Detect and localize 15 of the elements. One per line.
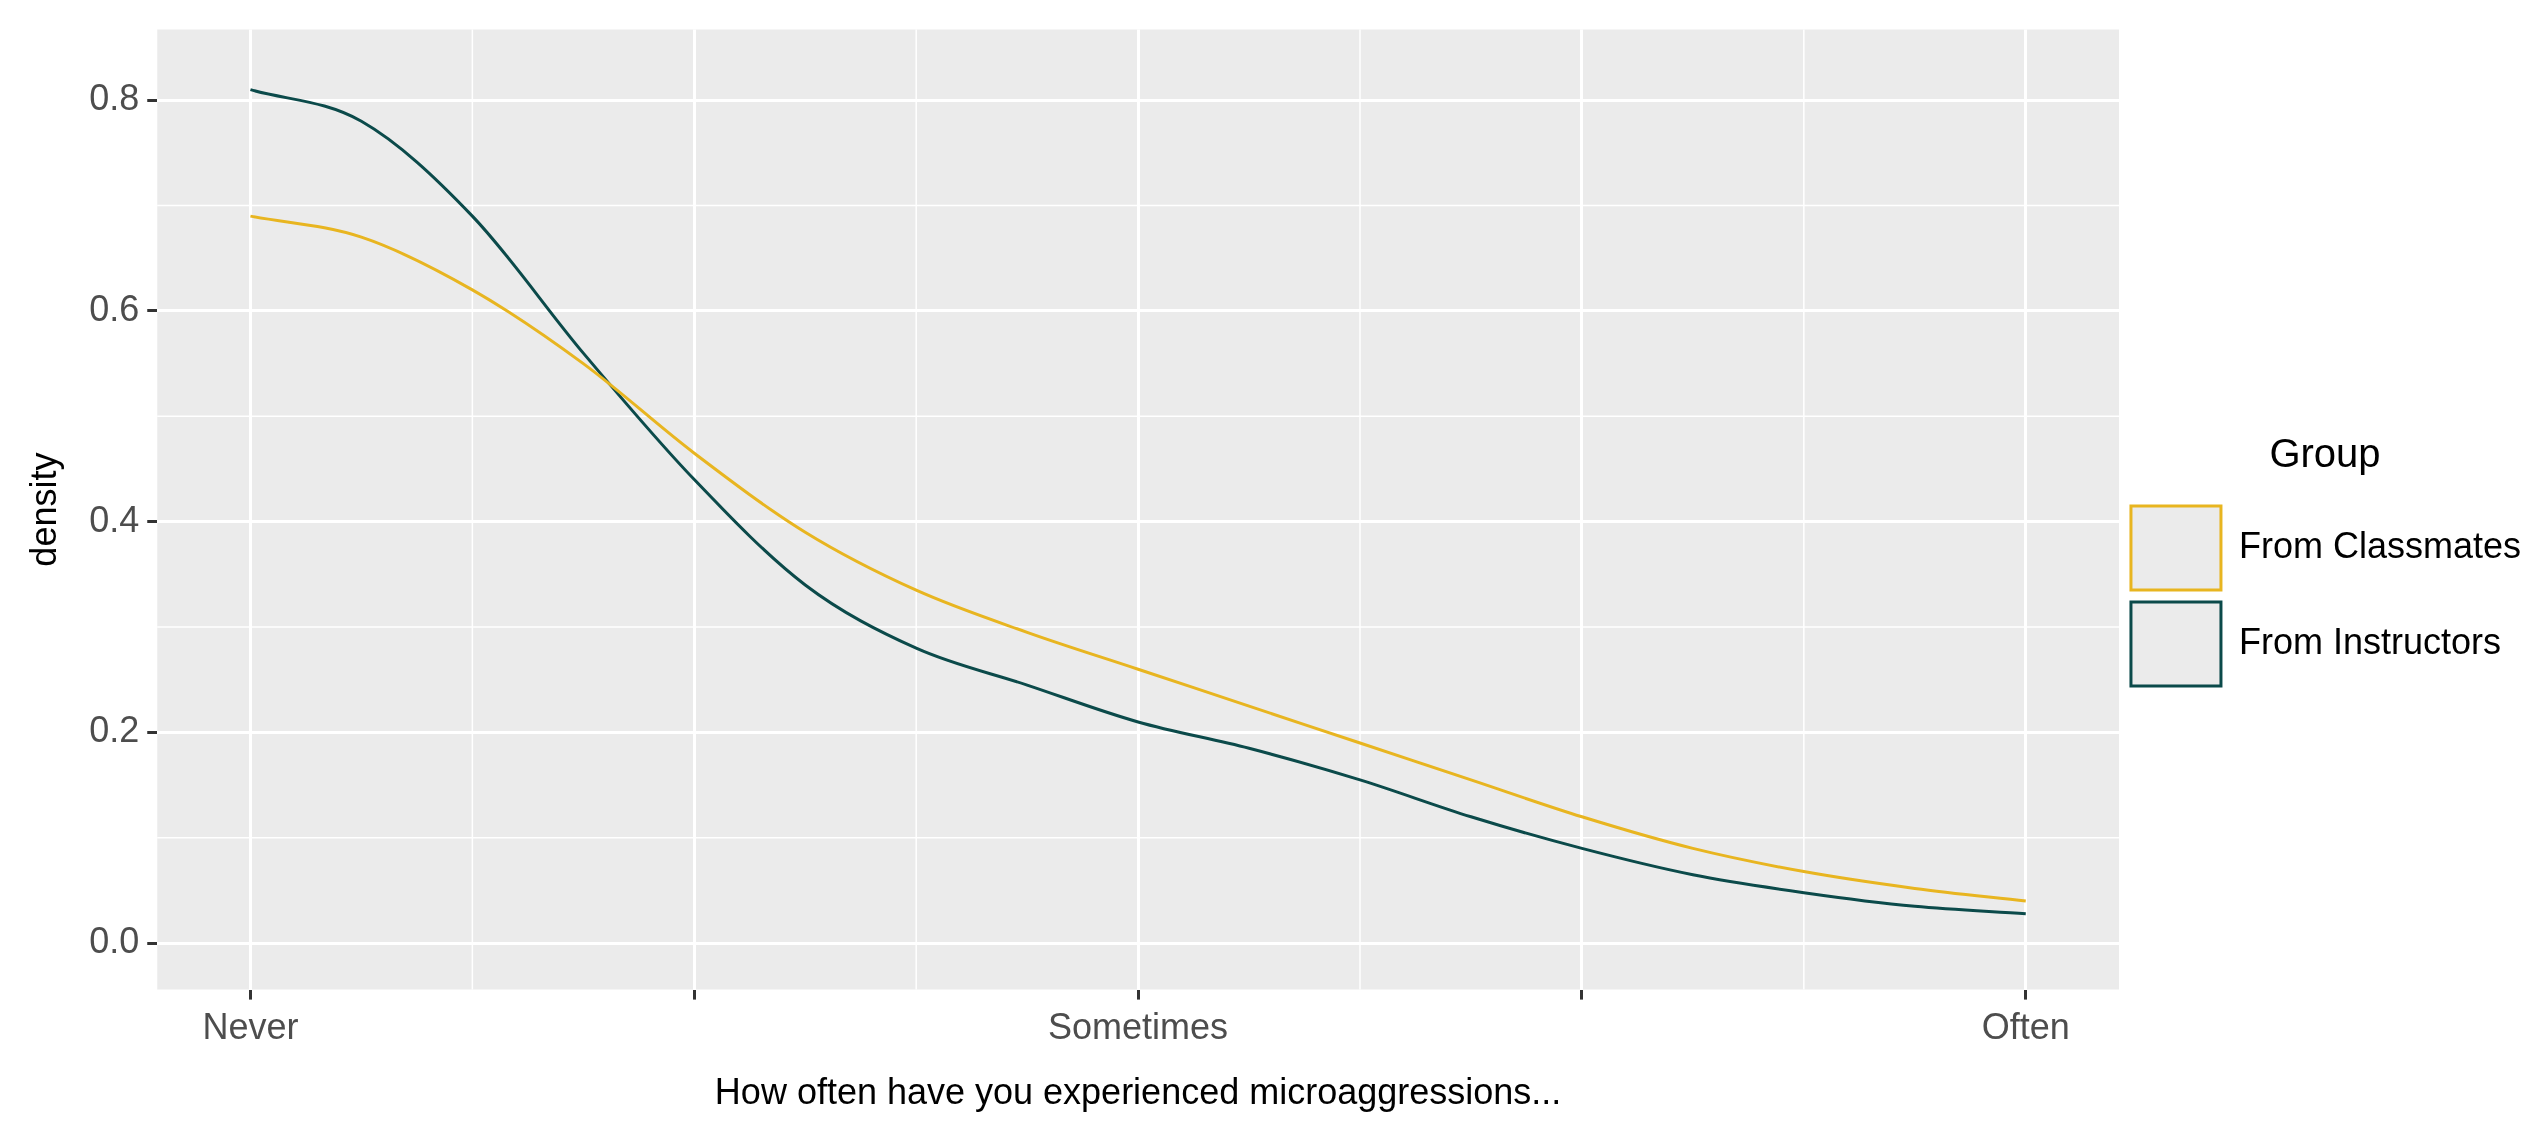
line-series bbox=[248, 214, 2028, 903]
y-tick-label: 0.8 bbox=[89, 77, 140, 119]
line-series bbox=[248, 88, 2028, 916]
y-tick-label: 0.4 bbox=[89, 498, 140, 540]
y-axis-title: density bbox=[22, 452, 64, 567]
x-tick-label: Never bbox=[202, 1006, 299, 1048]
x-axis-title: How often have you experienced microaggressions... bbox=[714, 1071, 1562, 1113]
y-tick-label: 0.0 bbox=[89, 920, 140, 962]
legend-label: From Instructors bbox=[2238, 620, 2502, 662]
legend-title: Group bbox=[2269, 431, 2381, 476]
y-tick-label: 0.6 bbox=[89, 287, 140, 329]
x-tick-label: Sometimes bbox=[1048, 1006, 1229, 1048]
y-tick-label: 0.2 bbox=[89, 709, 140, 751]
legend-label: From Classmates bbox=[2238, 524, 2522, 566]
x-tick-label: Often bbox=[1981, 1006, 2070, 1048]
